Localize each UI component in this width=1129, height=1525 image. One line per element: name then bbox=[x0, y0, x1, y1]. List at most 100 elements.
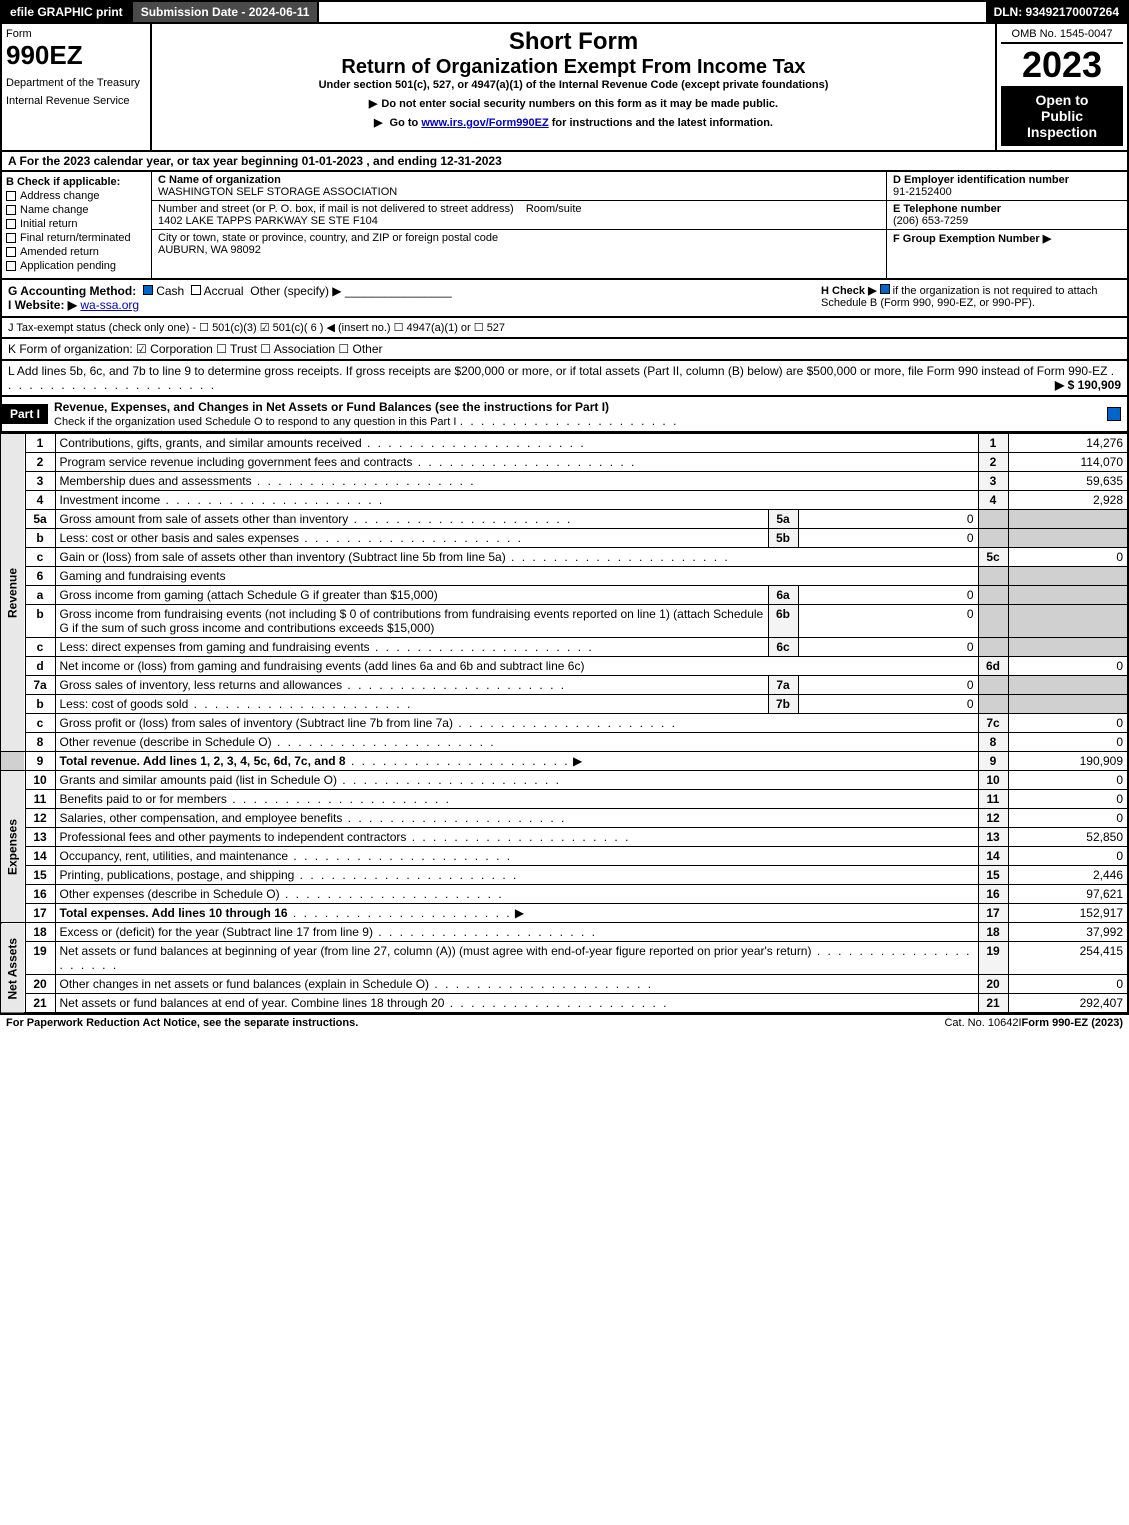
chk-address-change[interactable]: Address change bbox=[6, 190, 147, 202]
org-city: AUBURN, WA 98092 bbox=[158, 244, 261, 256]
phone-value: (206) 653-7259 bbox=[893, 215, 968, 227]
sub-ref: 6c bbox=[768, 638, 798, 657]
short-form-title: Short Form bbox=[156, 28, 991, 56]
dots bbox=[348, 512, 572, 526]
line-value: 0 bbox=[1008, 657, 1128, 676]
line-value: 0 bbox=[1008, 714, 1128, 733]
line-ref: 19 bbox=[978, 942, 1008, 975]
line-text: Gross profit or (loss) from sales of inv… bbox=[60, 716, 453, 730]
line-num: 2 bbox=[25, 453, 55, 472]
chk-amended[interactable]: Amended return bbox=[6, 246, 147, 258]
line-text: Less: cost of goods sold bbox=[60, 697, 189, 711]
part1-title-text: Revenue, Expenses, and Changes in Net As… bbox=[54, 400, 609, 414]
form-label: Form bbox=[6, 28, 146, 40]
line-ref: 3 bbox=[978, 472, 1008, 491]
line-text: Less: cost or other basis and sales expe… bbox=[60, 531, 299, 545]
table-row: 21 Net assets or fund balances at end of… bbox=[1, 994, 1128, 1014]
line-desc: Less: cost or other basis and sales expe… bbox=[55, 529, 768, 548]
sub-ref: 5a bbox=[768, 510, 798, 529]
line-num: 18 bbox=[25, 923, 55, 942]
goto-instructions: Go to www.irs.gov/Form990EZ for instruct… bbox=[156, 116, 991, 129]
dots bbox=[294, 868, 518, 882]
tax-year: 2023 bbox=[1001, 44, 1123, 86]
chk-final-return[interactable]: Final return/terminated bbox=[6, 232, 147, 244]
line-value: 152,917 bbox=[1008, 904, 1128, 923]
line-ref: 2 bbox=[978, 453, 1008, 472]
sub-value: 0 bbox=[798, 510, 978, 529]
line-num: 10 bbox=[25, 771, 55, 790]
line-num: 21 bbox=[25, 994, 55, 1014]
expenses-side-label: Expenses bbox=[1, 771, 25, 923]
line-num: 14 bbox=[25, 847, 55, 866]
open-public-badge: Open to Public Inspection bbox=[1001, 86, 1123, 146]
line-desc: Less: direct expenses from gaming and fu… bbox=[55, 638, 768, 657]
page-footer: For Paperwork Reduction Act Notice, see … bbox=[0, 1014, 1129, 1031]
line-value: 0 bbox=[1008, 975, 1128, 994]
line-text: Grants and similar amounts paid (list in… bbox=[60, 773, 337, 787]
line-value: 190,909 bbox=[1008, 752, 1128, 771]
line-ref: 17 bbox=[978, 904, 1008, 923]
line-text: Program service revenue including govern… bbox=[60, 455, 413, 469]
sub-ref: 6a bbox=[768, 586, 798, 605]
line-ref: 10 bbox=[978, 771, 1008, 790]
efile-label[interactable]: efile GRAPHIC print bbox=[2, 2, 133, 22]
line-num: 8 bbox=[25, 733, 55, 752]
dots bbox=[460, 414, 679, 428]
omb-number: OMB No. 1545-0047 bbox=[1001, 28, 1123, 44]
ein-value: 91-2152400 bbox=[893, 186, 952, 198]
org-name: WASHINGTON SELF STORAGE ASSOCIATION bbox=[158, 186, 397, 198]
checkbox-icon bbox=[6, 191, 16, 201]
website-link[interactable]: wa-ssa.org bbox=[80, 298, 139, 312]
phone-label: E Telephone number bbox=[893, 203, 1001, 215]
sub-value: 0 bbox=[798, 695, 978, 714]
line-desc: Other changes in net assets or fund bala… bbox=[55, 975, 978, 994]
line-desc: Gross income from gaming (attach Schedul… bbox=[55, 586, 768, 605]
g-cash: Cash bbox=[156, 284, 184, 298]
line-text: Net assets or fund balances at beginning… bbox=[60, 944, 812, 958]
opt-final: Final return/terminated bbox=[20, 232, 131, 244]
chk-pending[interactable]: Application pending bbox=[6, 260, 147, 272]
line-desc: Gross amount from sale of assets other t… bbox=[55, 510, 768, 529]
line-text: Contributions, gifts, grants, and simila… bbox=[60, 436, 362, 450]
spacer bbox=[1, 752, 25, 771]
table-row: d Net income or (loss) from gaming and f… bbox=[1, 657, 1128, 676]
open-line1: Open to bbox=[1003, 92, 1121, 108]
line-num: 4 bbox=[25, 491, 55, 510]
dots bbox=[288, 906, 512, 920]
chk-initial-return[interactable]: Initial return bbox=[6, 218, 147, 230]
sub-value: 0 bbox=[798, 676, 978, 695]
row-g: G Accounting Method: Cash Accrual Other … bbox=[0, 280, 1129, 318]
line-ref: 11 bbox=[978, 790, 1008, 809]
sub-value: 0 bbox=[798, 586, 978, 605]
group-exempt-label: F Group Exemption Number ▶ bbox=[893, 233, 1051, 245]
line-value: 254,415 bbox=[1008, 942, 1128, 975]
table-row: 4 Investment income 4 2,928 bbox=[1, 491, 1128, 510]
dots bbox=[280, 887, 504, 901]
line-num: 17 bbox=[25, 904, 55, 923]
org-name-cell: C Name of organization WASHINGTON SELF S… bbox=[152, 172, 886, 201]
grey-cell bbox=[1008, 510, 1128, 529]
line-num: 20 bbox=[25, 975, 55, 994]
header-left: Form 990EZ Department of the Treasury In… bbox=[2, 24, 152, 150]
irs-link[interactable]: www.irs.gov/Form990EZ bbox=[421, 117, 548, 129]
opt-initial: Initial return bbox=[20, 218, 77, 230]
dots bbox=[429, 977, 653, 991]
line-text: Salaries, other compensation, and employ… bbox=[60, 811, 343, 825]
line-text: Printing, publications, postage, and shi… bbox=[60, 868, 295, 882]
line-text: Excess or (deficit) for the year (Subtra… bbox=[60, 925, 373, 939]
part1-sub: Check if the organization used Schedule … bbox=[54, 416, 456, 428]
line-desc: Total revenue. Add lines 1, 2, 3, 4, 5c,… bbox=[55, 752, 978, 771]
checkbox-icon bbox=[6, 247, 16, 257]
checkbox-filled-icon bbox=[143, 285, 153, 295]
checkbox-icon bbox=[6, 233, 16, 243]
ein-label: D Employer identification number bbox=[893, 174, 1069, 186]
line-num: 1 bbox=[25, 434, 55, 453]
chk-name-change[interactable]: Name change bbox=[6, 204, 147, 216]
h-box: H Check ▶ if the organization is not req… bbox=[821, 284, 1121, 309]
line-ref: 9 bbox=[978, 752, 1008, 771]
line-ref: 16 bbox=[978, 885, 1008, 904]
line-desc: Gross sales of inventory, less returns a… bbox=[55, 676, 768, 695]
opt-pending: Application pending bbox=[20, 260, 116, 272]
dots bbox=[412, 455, 636, 469]
line-desc: Occupancy, rent, utilities, and maintena… bbox=[55, 847, 978, 866]
